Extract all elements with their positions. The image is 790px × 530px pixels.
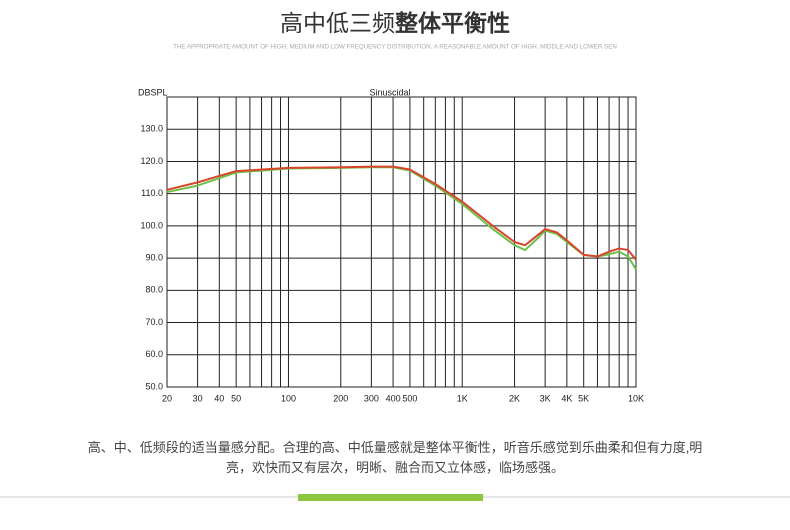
title-plain: 高中低三频 — [280, 10, 395, 36]
x-tick-label: 500 — [402, 393, 417, 403]
y-tick-label: 50.0 — [145, 381, 163, 391]
y-tick-label: 110.0 — [141, 188, 163, 198]
x-tick-label: 400 — [386, 393, 401, 403]
response-curve — [166, 166, 637, 270]
y-tick-label: 60.0 — [145, 349, 163, 359]
x-tick-label: 50 — [231, 393, 241, 403]
x-tick-label: 4K — [561, 393, 572, 403]
x-tick-label: 2K — [509, 393, 520, 403]
y-tick-label: 100.0 — [140, 220, 163, 230]
chart-title: Sinuscidal — [369, 87, 410, 97]
x-tick-label: 200 — [333, 393, 348, 403]
subtitle: THE APPROPRIATE AMOUNT OF HIGH, MEDIUM A… — [173, 44, 617, 51]
x-tick-label: 20 — [162, 393, 172, 403]
y-tick-label: 120.0 — [140, 156, 163, 166]
x-tick-label: 1K — [457, 393, 468, 403]
page-title: 高中低三频整体平衡性 — [280, 10, 510, 36]
x-tick-label: 100 — [281, 393, 296, 403]
y-tick-label: 130.0 — [140, 124, 163, 134]
x-tick-label: 40 — [214, 393, 224, 403]
y-tick-label: 70.0 — [145, 317, 163, 327]
y-tick-label: 90.0 — [145, 252, 163, 262]
y-axis-label: DBSPL — [138, 87, 168, 97]
y-tick-label: 80.0 — [145, 285, 163, 295]
response-curve — [166, 165, 637, 261]
description-line: 亮，欢快而又有层次，明晰、融合而又立体感，临场感强。 — [225, 460, 564, 475]
title-bold: 整体平衡性 — [395, 10, 510, 36]
x-tick-label: 3K — [540, 393, 551, 403]
x-tick-label: 10K — [628, 393, 644, 403]
x-tick-label: 300 — [364, 393, 379, 403]
description-line: 高、中、低频段的适当量感分配。合理的高、中低量感就是整体平衡性，听音乐感觉到乐曲… — [87, 440, 703, 455]
x-tick-label: 5K — [578, 393, 589, 403]
accent-bar — [298, 494, 483, 501]
x-tick-label: 30 — [193, 393, 203, 403]
description: 高、中、低频段的适当量感分配。合理的高、中低量感就是整体平衡性，听音乐感觉到乐曲… — [0, 438, 790, 478]
